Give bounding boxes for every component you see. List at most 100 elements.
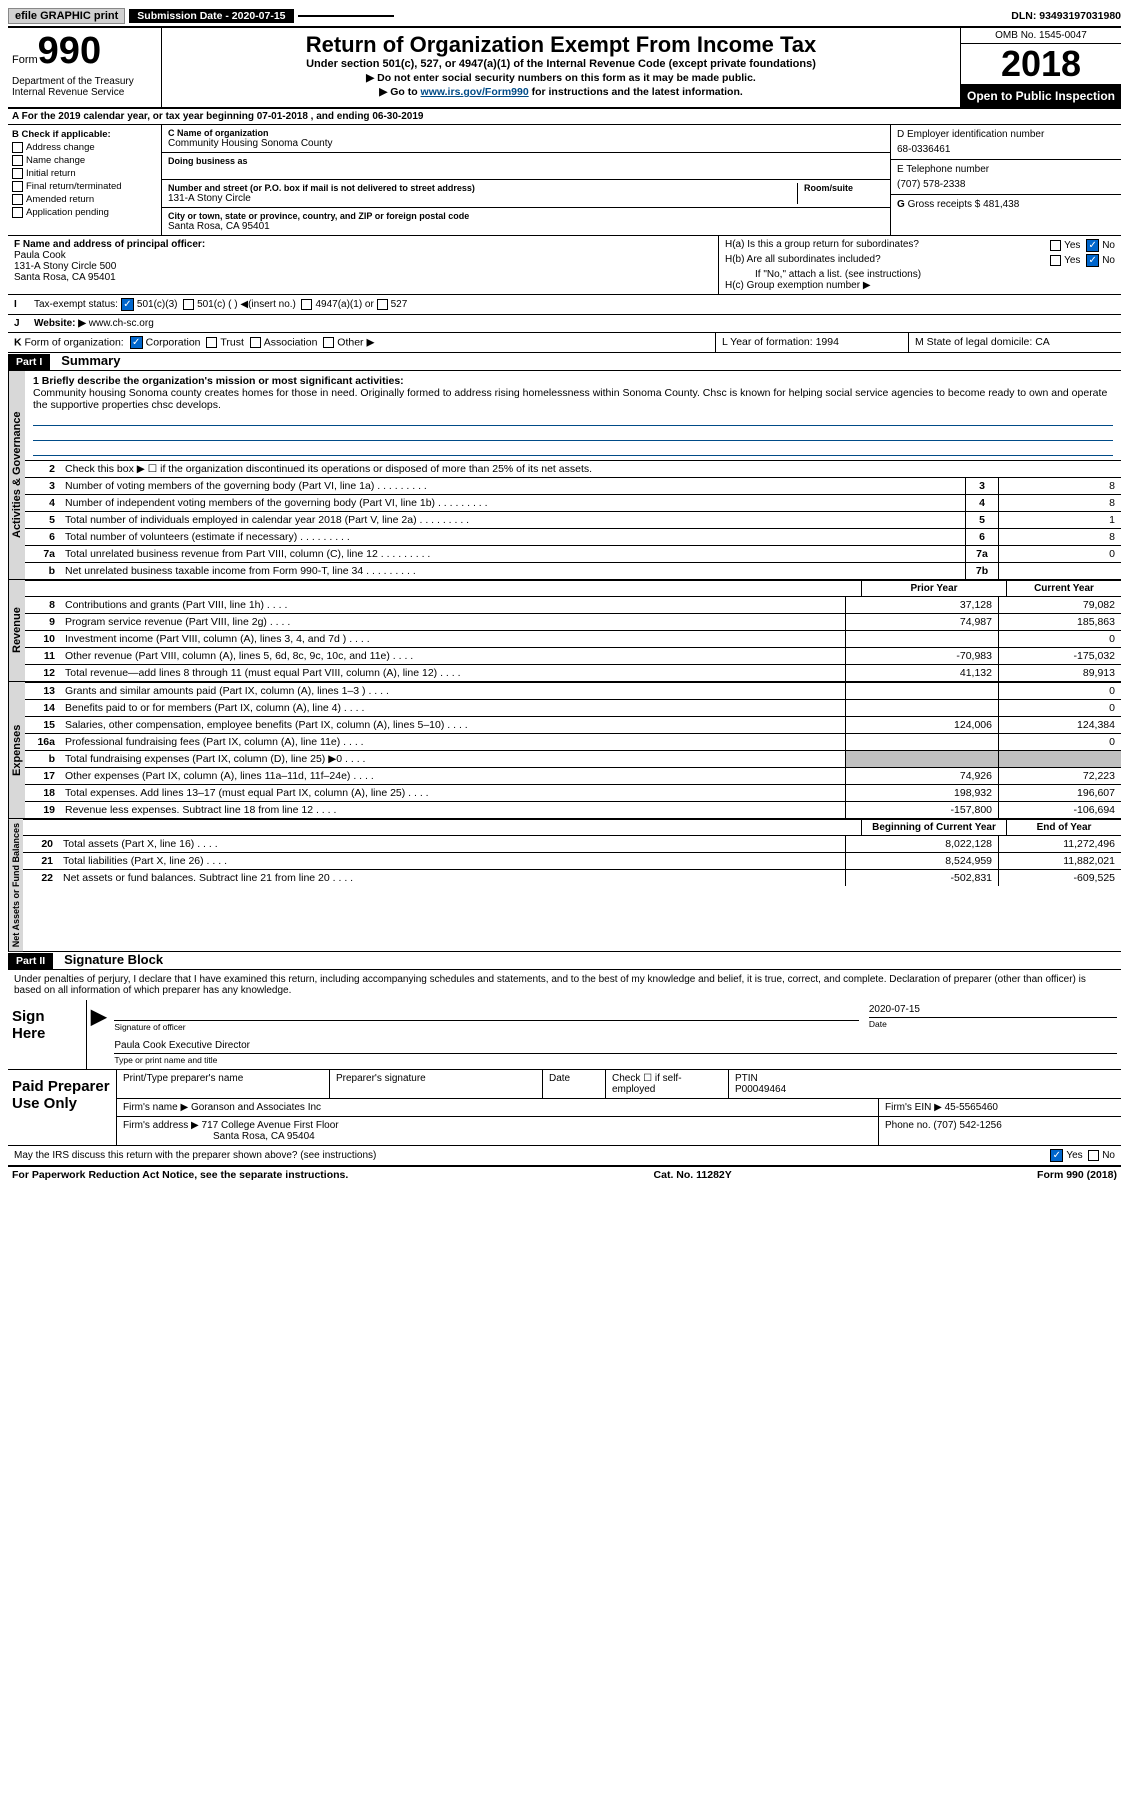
summary-line: 7aTotal unrelated business revenue from … bbox=[25, 545, 1121, 562]
checkbox-501c3[interactable]: ✓ bbox=[121, 298, 134, 311]
row-klm: K Form of organization: ✓Corporation Tru… bbox=[8, 333, 1121, 353]
summary-line: 18Total expenses. Add lines 13–17 (must … bbox=[25, 784, 1121, 801]
form-header: Form 990 Department of the Treasury Inte… bbox=[8, 26, 1121, 109]
summary-line: 13Grants and similar amounts paid (Part … bbox=[25, 682, 1121, 699]
main-title: Return of Organization Exempt From Incom… bbox=[172, 32, 950, 58]
firm-phone: (707) 542-1256 bbox=[933, 1120, 1001, 1131]
summary-net: Net Assets or Fund Balances Beginning of… bbox=[8, 818, 1121, 951]
section-fh: F Name and address of principal officer:… bbox=[8, 236, 1121, 295]
hc-label: H(c) Group exemption number ▶ bbox=[725, 280, 1115, 291]
prep-date-label: Date bbox=[543, 1070, 606, 1098]
firm-ein: 45-5565460 bbox=[945, 1102, 998, 1113]
summary-line: 16aProfessional fundraising fees (Part I… bbox=[25, 733, 1121, 750]
check-self-employed: Check ☐ if self-employed bbox=[606, 1070, 729, 1098]
header-left: Form 990 Department of the Treasury Inte… bbox=[8, 28, 162, 107]
form990-link[interactable]: www.irs.gov/Form990 bbox=[421, 86, 529, 98]
officer-name: Paula Cook bbox=[14, 250, 712, 261]
phone-label: E Telephone number bbox=[897, 164, 1115, 175]
col-h: H(a) Is this a group return for subordin… bbox=[719, 236, 1121, 294]
summary-line: 14Benefits paid to or for members (Part … bbox=[25, 699, 1121, 716]
part1-header: Part I bbox=[8, 354, 50, 370]
phone-value: (707) 578-2338 bbox=[897, 179, 1115, 190]
declaration: Under penalties of perjury, I declare th… bbox=[8, 970, 1121, 1000]
ein-label: D Employer identification number bbox=[897, 129, 1115, 140]
part1-title: Summary bbox=[53, 351, 128, 370]
state-domicile: M State of legal domicile: CA bbox=[909, 333, 1121, 352]
submission-date: Submission Date - 2020-07-15 bbox=[129, 9, 293, 23]
summary-line: 9Program service revenue (Part VIII, lin… bbox=[25, 613, 1121, 630]
footer-left: For Paperwork Reduction Act Notice, see … bbox=[12, 1169, 348, 1181]
checkbox-amended[interactable] bbox=[12, 194, 23, 205]
ptin-value: P00049464 bbox=[735, 1084, 786, 1095]
part2-header: Part II bbox=[8, 953, 53, 969]
header-center: Return of Organization Exempt From Incom… bbox=[162, 28, 960, 107]
summary-line: bTotal fundraising expenses (Part IX, co… bbox=[25, 750, 1121, 767]
row-j-website: J Website: ▶ www.ch-sc.org bbox=[8, 315, 1121, 333]
summary-line: 17Other expenses (Part IX, column (A), l… bbox=[25, 767, 1121, 784]
part2-title: Signature Block bbox=[56, 950, 171, 969]
footer-right: Form 990 (2018) bbox=[1037, 1169, 1117, 1181]
hb-note: If "No," attach a list. (see instruction… bbox=[725, 269, 1115, 280]
summary-line: 21Total liabilities (Part X, line 26) . … bbox=[23, 852, 1121, 869]
form-number: 990 bbox=[38, 32, 101, 70]
line2-text: Check this box ▶ ☐ if the organization d… bbox=[61, 461, 1121, 477]
website-value: www.ch-sc.org bbox=[89, 318, 154, 329]
city-label: City or town, state or province, country… bbox=[168, 211, 884, 221]
summary-line: 5Total number of individuals employed in… bbox=[25, 511, 1121, 528]
tax-year: 2018 bbox=[961, 44, 1121, 85]
sig-officer-label: Signature of officer bbox=[114, 1020, 858, 1032]
footer-mid: Cat. No. 11282Y bbox=[654, 1169, 732, 1181]
checkbox-name[interactable] bbox=[12, 155, 23, 166]
room-label: Room/suite bbox=[804, 183, 884, 193]
checkbox-initial[interactable] bbox=[12, 168, 23, 179]
ein-value: 68-0336461 bbox=[897, 144, 1115, 155]
subtitle: Under section 501(c), 527, or 4947(a)(1)… bbox=[172, 58, 950, 70]
paid-preparer-label: Paid Preparer Use Only bbox=[8, 1070, 117, 1145]
checkbox-pending[interactable] bbox=[12, 207, 23, 218]
arrow-icon: ▶ bbox=[87, 1000, 110, 1069]
begin-year-header: Beginning of Current Year bbox=[861, 820, 1006, 835]
summary-line: 20Total assets (Part X, line 16) . . . .… bbox=[23, 835, 1121, 852]
street-address: 131-A Stony Circle bbox=[168, 193, 791, 204]
briefly-section: 1 Briefly describe the organization's mi… bbox=[25, 371, 1121, 460]
summary-rev: Revenue Prior Year Current Year 8Contrib… bbox=[8, 579, 1121, 681]
row-a-tax-year: A For the 2019 calendar year, or tax yea… bbox=[8, 109, 1121, 125]
ha-label: H(a) Is this a group return for subordin… bbox=[725, 239, 919, 252]
top-bar: efile GRAPHIC print Submission Date - 20… bbox=[8, 8, 1121, 24]
year-formation: L Year of formation: 1994 bbox=[716, 333, 909, 352]
org-name-label: C Name of organization bbox=[168, 128, 884, 138]
label-revenue: Revenue bbox=[8, 580, 25, 681]
org-name: Community Housing Sonoma County bbox=[168, 138, 884, 149]
officer-label: F Name and address of principal officer: bbox=[14, 239, 712, 250]
officer-addr2: Santa Rosa, CA 95401 bbox=[14, 272, 712, 283]
summary-line: 4Number of independent voting members of… bbox=[25, 494, 1121, 511]
checkbox-corporation[interactable]: ✓ bbox=[130, 336, 143, 349]
checkbox-yes[interactable]: ✓ bbox=[1050, 1149, 1063, 1162]
summary-line: 12Total revenue—add lines 8 through 11 (… bbox=[25, 664, 1121, 681]
label-netassets: Net Assets or Fund Balances bbox=[8, 819, 23, 951]
summary-line: 11Other revenue (Part VIII, column (A), … bbox=[25, 647, 1121, 664]
current-year-header: Current Year bbox=[1006, 581, 1121, 596]
spacer-box bbox=[298, 15, 394, 17]
summary-line: 15Salaries, other compensation, employee… bbox=[25, 716, 1121, 733]
checkbox-no[interactable] bbox=[1088, 1150, 1099, 1161]
summary-exp: Expenses 13Grants and similar amounts pa… bbox=[8, 681, 1121, 818]
checkbox-address[interactable] bbox=[12, 142, 23, 153]
officer-name-title: Paula Cook Executive Director bbox=[114, 1040, 1117, 1051]
summary-line: 19Revenue less expenses. Subtract line 1… bbox=[25, 801, 1121, 818]
checkbox-final[interactable] bbox=[12, 181, 23, 192]
preparer-row: Paid Preparer Use Only Print/Type prepar… bbox=[8, 1070, 1121, 1146]
col-f: F Name and address of principal officer:… bbox=[8, 236, 719, 294]
instruction-1: ▶ Do not enter social security numbers o… bbox=[172, 72, 950, 84]
discuss-text: May the IRS discuss this return with the… bbox=[14, 1150, 376, 1161]
efile-button[interactable]: efile GRAPHIC print bbox=[8, 8, 125, 24]
section-bcd: B Check if applicable: Address change Na… bbox=[8, 125, 1121, 236]
label-activities: Activities & Governance bbox=[8, 371, 25, 579]
firm-city: Santa Rosa, CA 95404 bbox=[213, 1131, 315, 1142]
mission-text: Community housing Sonoma county creates … bbox=[33, 387, 1113, 411]
firm-name: Goranson and Associates Inc bbox=[191, 1102, 321, 1113]
summary-line: 10Investment income (Part VIII, column (… bbox=[25, 630, 1121, 647]
prior-year-header: Prior Year bbox=[861, 581, 1006, 596]
summary-line: 6Total number of volunteers (estimate if… bbox=[25, 528, 1121, 545]
city-state-zip: Santa Rosa, CA 95401 bbox=[168, 221, 884, 232]
